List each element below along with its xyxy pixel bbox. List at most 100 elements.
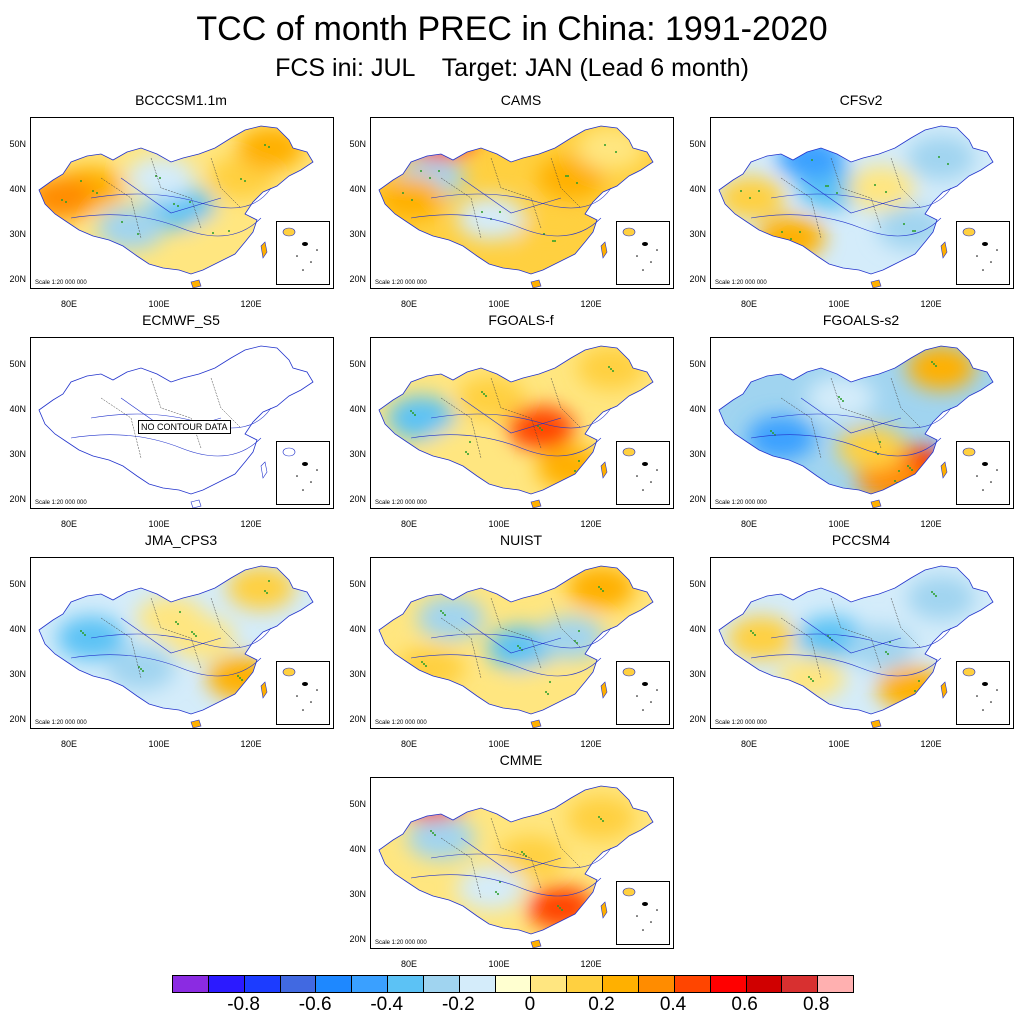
significance-dot <box>523 853 525 855</box>
significance-dot <box>812 680 814 682</box>
significance-dot <box>137 233 139 235</box>
colorbar-label: 0.4 <box>659 994 687 1015</box>
province-line <box>100 397 142 459</box>
longitude-label: 80E <box>400 959 417 969</box>
colorbar-label: 0.6 <box>731 994 758 1015</box>
south-china-sea-inset <box>616 661 670 725</box>
latitude-label: 40N <box>349 844 366 854</box>
significance-dot <box>574 640 576 642</box>
river-line <box>800 617 902 654</box>
significance-dot <box>885 191 887 193</box>
significance-dot <box>758 190 760 192</box>
south-china-sea-inset <box>276 661 330 725</box>
correlation-blob <box>907 576 975 620</box>
province-line <box>550 157 582 209</box>
latitude-label: 20N <box>349 494 366 504</box>
significance-dot <box>440 610 442 612</box>
significance-dot <box>499 211 501 213</box>
colorbar-label: 0.2 <box>588 994 615 1015</box>
island <box>940 681 948 699</box>
map-frame: Scale 1:20 000 000 <box>710 557 1014 729</box>
significance-dot <box>894 480 896 482</box>
china-boundary <box>718 125 994 275</box>
province-line <box>890 597 922 649</box>
latitude-label: 20N <box>349 714 366 724</box>
significance-dot <box>80 630 82 632</box>
latitude-label: 30N <box>689 449 706 459</box>
colorbar-cell <box>603 976 639 992</box>
colorbar-cell <box>710 976 747 992</box>
significance-dot <box>615 151 617 153</box>
province-line <box>440 837 482 899</box>
island <box>600 461 608 479</box>
province-line <box>210 597 242 649</box>
latitude-label: 30N <box>349 889 366 899</box>
china-boundary <box>38 345 314 495</box>
longitude-label: 80E <box>400 739 417 749</box>
significance-dot <box>228 230 230 232</box>
significance-dot <box>561 909 563 911</box>
inset-map <box>282 227 318 271</box>
province-line <box>780 397 822 459</box>
river-line <box>90 627 272 649</box>
river-line <box>70 654 262 677</box>
longitude-label: 100E <box>488 519 510 529</box>
correlation-blob <box>847 166 915 210</box>
significance-dot <box>244 180 246 182</box>
china-map <box>38 125 314 288</box>
significance-dot <box>537 425 539 427</box>
map-frame: Scale 1:20 000 000 <box>370 557 674 729</box>
significance-dot <box>903 223 905 225</box>
latitude-label: 30N <box>689 669 706 679</box>
latitude-label: 20N <box>689 494 706 504</box>
significance-dot <box>811 159 813 161</box>
significance-dot <box>447 143 449 145</box>
inset-map <box>622 447 658 491</box>
significance-dot <box>935 595 937 597</box>
significance-dot <box>598 816 600 818</box>
significance-dot <box>438 170 440 172</box>
significance-dot <box>600 588 602 590</box>
panel-title: CFSv2 <box>839 92 883 108</box>
colorbar-label: -0.8 <box>227 994 260 1015</box>
river-line <box>770 187 952 209</box>
scale-text: Scale 1:20 000 000 <box>375 940 427 946</box>
significance-dot <box>481 211 483 213</box>
main-title: TCC of month PREC in China: 1991-2020 <box>196 10 828 48</box>
map-panel: FGOALS-f Scale 1:20 000 000 50N 40N 30N 20N 80… <box>340 312 674 529</box>
significance-dot <box>497 893 499 895</box>
correlation-blob <box>537 446 605 490</box>
china-map <box>38 565 314 728</box>
longitude-label: 120E <box>580 299 602 309</box>
significance-dot <box>911 469 913 471</box>
island <box>600 681 608 699</box>
correlation-blob <box>577 126 645 170</box>
scale-text: Scale 1:20 000 000 <box>375 720 427 726</box>
map-panel: CMME Scale 1:20 000 000 50N 40N 30N 20N 80E 100… <box>340 752 674 969</box>
longitude-label: 120E <box>240 519 262 529</box>
significance-dot <box>885 651 887 653</box>
significance-dot <box>240 178 242 180</box>
province-line <box>490 597 542 669</box>
significance-dot <box>84 634 86 636</box>
significance-dot <box>414 414 416 416</box>
significance-dot <box>554 240 556 242</box>
significance-dot <box>410 410 412 412</box>
colorbar-cell <box>244 976 281 992</box>
longitude-label: 80E <box>60 299 77 309</box>
latitude-label: 30N <box>349 449 366 459</box>
island <box>530 719 542 728</box>
latitude-label: 50N <box>9 579 26 589</box>
province-line <box>150 377 202 449</box>
significance-dot <box>565 175 567 177</box>
longitude-label: 100E <box>828 299 850 309</box>
significance-dot <box>469 441 471 443</box>
island <box>260 241 268 259</box>
significance-dot <box>193 633 195 635</box>
significance-dot <box>177 623 179 625</box>
river-line <box>750 214 942 237</box>
correlation-blob <box>517 216 585 260</box>
colorbar-cell <box>316 976 353 992</box>
longitude-label: 100E <box>148 739 170 749</box>
map-frame: Scale 1:20 000 000 <box>30 117 334 289</box>
